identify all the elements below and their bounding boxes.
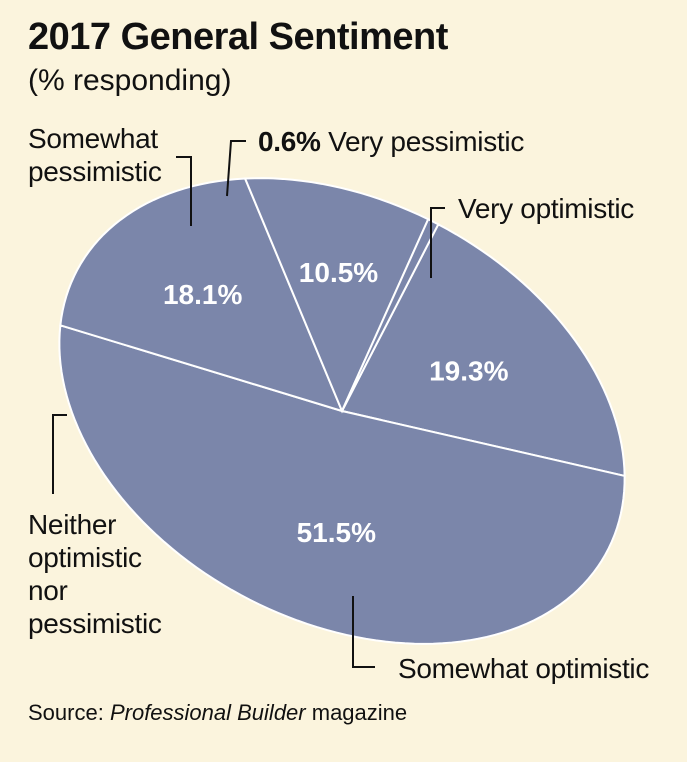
leader-somewhat-optimistic (352, 596, 375, 668)
leader-neither (52, 414, 67, 494)
source-note: Source: Professional Builder magazine (28, 700, 407, 726)
source-publication: Professional Builder (109, 700, 306, 725)
label-somewhat-optimistic: Somewhat optimistic (398, 653, 650, 684)
leader-very-optimistic (430, 207, 445, 278)
neither-line4: pessimistic (28, 608, 162, 639)
source-prefix: Source: (28, 700, 104, 725)
chart-subtitle: (% responding) (28, 64, 232, 97)
label-neither: Neither optimistic nor pessimistic (28, 508, 162, 640)
slice-value-label: 10.5% (299, 257, 378, 288)
pie-slice-very-optimistic (340, 222, 626, 478)
chart-title: 2017 General Sentiment (28, 16, 448, 58)
neither-line1: Neither (28, 509, 117, 540)
somewhat-pessimistic-line2: pessimistic (28, 156, 162, 187)
label-somewhat-pessimistic: Somewhat pessimistic (28, 122, 162, 188)
slice-value-label: 18.1% (163, 279, 242, 310)
slice-value-label: 51.5% (297, 517, 376, 548)
pie-slice-very-pessimistic (341, 217, 440, 412)
source-suffix: magazine (311, 700, 408, 725)
neither-line3: nor (28, 575, 68, 606)
label-very-optimistic: Very optimistic (458, 193, 634, 224)
leader-very-pessimistic (226, 140, 246, 197)
pie-slice-somewhat-pessimistic (243, 177, 430, 414)
leader-somewhat-pessimistic (176, 156, 192, 226)
slice-value-label: 19.3% (429, 355, 508, 386)
somewhat-pessimistic-line1: Somewhat (28, 123, 158, 154)
pie-slice-neither-optimistic-nor-pessimistic (59, 177, 344, 413)
pie-slice-somewhat-optimistic (58, 323, 626, 645)
neither-line2: optimistic (28, 542, 142, 573)
label-very-pessimistic: 0.6% Very pessimistic (258, 125, 524, 158)
very-pessimistic-value: 0.6% (258, 126, 321, 157)
very-pessimistic-text: Very pessimistic (328, 126, 525, 157)
